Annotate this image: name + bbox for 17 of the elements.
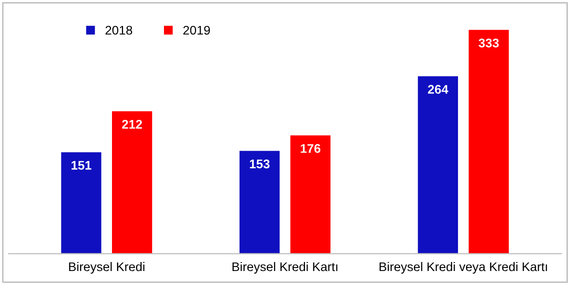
x-tick-label: Bireysel Kredi veya Kredi Kartı xyxy=(380,262,547,274)
x-tick-label: Bireysel Kredi xyxy=(69,262,144,274)
data-label: 333 xyxy=(478,38,499,48)
legend-label: 2019 xyxy=(183,26,210,35)
data-label: 151 xyxy=(72,160,92,170)
bar xyxy=(418,76,458,254)
bar xyxy=(112,111,152,254)
legend-label: 2018 xyxy=(106,26,132,35)
data-label: 176 xyxy=(300,144,320,153)
bar xyxy=(61,152,102,254)
data-label: 212 xyxy=(122,120,142,129)
data-label: 264 xyxy=(428,84,448,94)
x-tick-label: Bireysel Kredi Kartı xyxy=(232,262,338,274)
data-label: 153 xyxy=(250,160,270,168)
bar xyxy=(290,135,330,254)
bar xyxy=(240,150,280,254)
bar xyxy=(468,30,509,254)
